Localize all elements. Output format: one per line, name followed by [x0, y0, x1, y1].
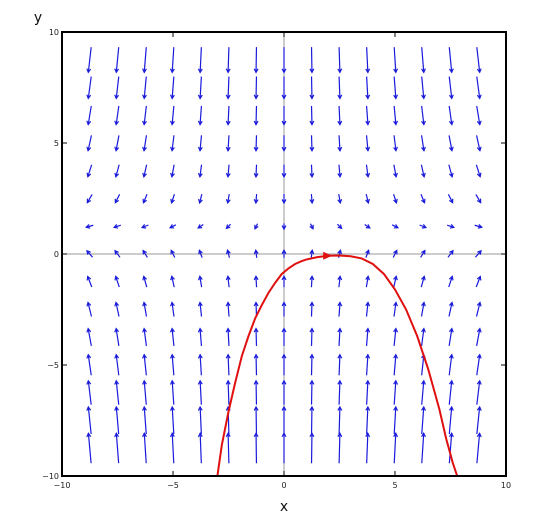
- x-tick-label: 0: [281, 481, 286, 490]
- x-tick-label: −10: [54, 481, 71, 490]
- y-tick-label: 10: [49, 28, 59, 37]
- y-tick-label: −10: [42, 472, 59, 481]
- vector-field: [86, 47, 482, 463]
- y-tick-label: 5: [54, 139, 59, 148]
- y-tick-label: −5: [47, 361, 59, 370]
- x-tick-label: 5: [392, 481, 397, 490]
- x-axis-label: x: [280, 499, 288, 515]
- x-tick-label: −5: [167, 481, 179, 490]
- y-tick-label: 0: [54, 250, 59, 259]
- x-tick-label: 10: [501, 481, 511, 490]
- y-axis-label: y: [34, 10, 42, 26]
